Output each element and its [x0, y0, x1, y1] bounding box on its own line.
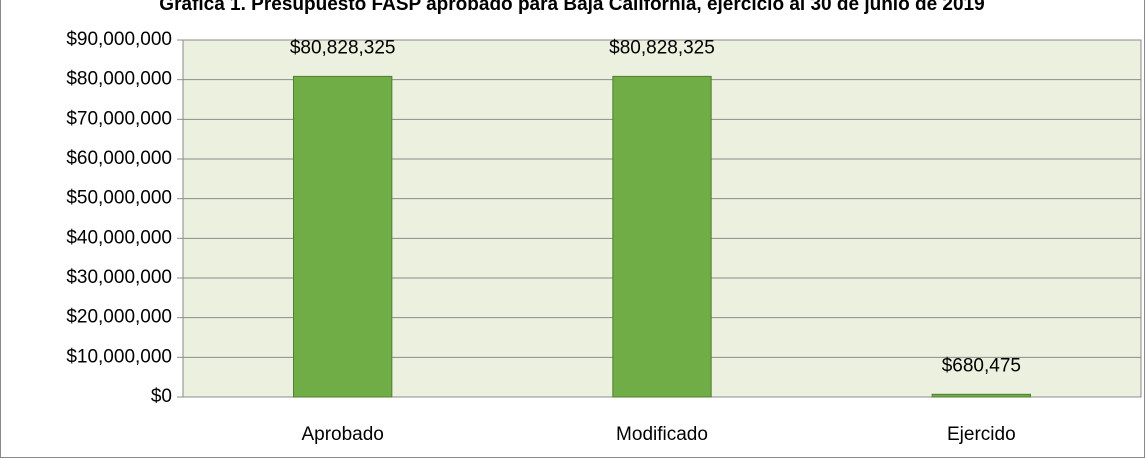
y-tick-label: $90,000,000	[66, 29, 172, 50]
x-tick-label: Aprobado	[301, 424, 383, 445]
data-label: $80,828,325	[290, 37, 396, 58]
y-tick-label: $60,000,000	[66, 148, 172, 169]
chart-title: Gráfica 1. Presupuesto FASP aprobado par…	[159, 0, 984, 15]
data-label: $680,475	[942, 355, 1021, 376]
y-tick-label: $0	[151, 386, 172, 407]
y-tick-label: $80,000,000	[66, 69, 172, 90]
y-tick-label: $30,000,000	[66, 267, 172, 288]
bar	[612, 75, 712, 398]
y-tick-label: $40,000,000	[66, 227, 172, 248]
y-tick-label: $10,000,000	[66, 346, 172, 367]
bar	[292, 75, 393, 398]
y-tick-label: $50,000,000	[66, 188, 172, 209]
data-label: $80,828,325	[609, 37, 715, 58]
x-tick-label: Ejercido	[947, 424, 1016, 445]
y-tick-label: $70,000,000	[66, 108, 172, 129]
bar	[931, 393, 1032, 398]
x-tick-label: Modificado	[616, 424, 708, 445]
y-tick-label: $20,000,000	[66, 307, 172, 328]
